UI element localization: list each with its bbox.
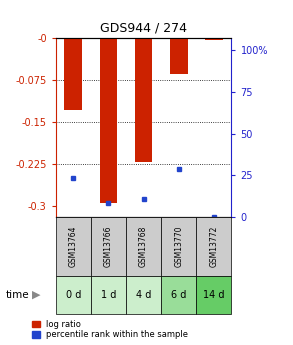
Bar — [161, 217, 196, 276]
Bar — [91, 217, 126, 276]
Text: 0 d: 0 d — [66, 290, 81, 300]
Text: time: time — [6, 290, 30, 300]
Bar — [56, 217, 91, 276]
Legend: log ratio, percentile rank within the sample: log ratio, percentile rank within the sa… — [32, 319, 188, 339]
Text: GSM13768: GSM13768 — [139, 226, 148, 267]
Bar — [205, 38, 223, 40]
Text: 4 d: 4 d — [136, 290, 151, 300]
Text: GSM13766: GSM13766 — [104, 226, 113, 267]
Text: GSM13772: GSM13772 — [209, 226, 218, 267]
Bar — [126, 217, 161, 276]
Text: 6 d: 6 d — [171, 290, 186, 300]
Bar — [196, 276, 231, 314]
Bar — [196, 217, 231, 276]
Bar — [56, 276, 91, 314]
Bar — [126, 276, 161, 314]
Text: GSM13764: GSM13764 — [69, 226, 78, 267]
Bar — [170, 38, 188, 75]
Text: 1 d: 1 d — [101, 290, 116, 300]
Title: GDS944 / 274: GDS944 / 274 — [100, 21, 187, 34]
Bar — [64, 38, 82, 110]
Bar — [135, 38, 152, 162]
Bar — [91, 276, 126, 314]
Bar — [100, 38, 117, 203]
Text: ▶: ▶ — [32, 290, 41, 300]
Text: GSM13770: GSM13770 — [174, 226, 183, 267]
Bar — [161, 276, 196, 314]
Text: 14 d: 14 d — [203, 290, 225, 300]
